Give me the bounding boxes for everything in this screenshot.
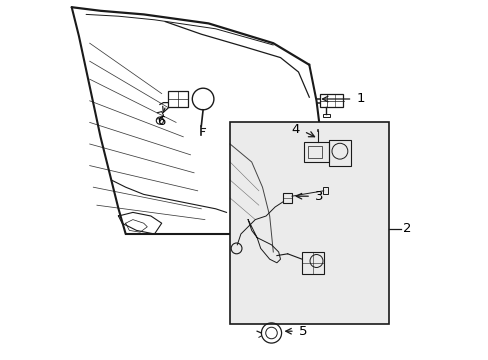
Bar	[307, 146, 321, 158]
Bar	[302, 252, 323, 274]
Bar	[168, 91, 187, 107]
Text: 5: 5	[298, 325, 306, 338]
Bar	[230, 122, 387, 324]
Bar	[328, 140, 350, 166]
Bar	[283, 193, 291, 203]
Bar	[322, 187, 328, 194]
Text: 1: 1	[355, 93, 364, 105]
Bar	[322, 114, 329, 117]
Text: 3: 3	[314, 190, 323, 203]
Bar	[320, 94, 343, 107]
Text: 6: 6	[157, 115, 165, 128]
Text: 2: 2	[402, 222, 410, 235]
Text: 4: 4	[291, 123, 299, 136]
Bar	[303, 142, 328, 162]
